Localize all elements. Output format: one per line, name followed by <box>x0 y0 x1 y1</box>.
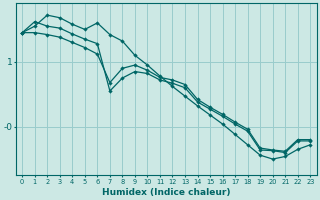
X-axis label: Humidex (Indice chaleur): Humidex (Indice chaleur) <box>102 188 230 197</box>
